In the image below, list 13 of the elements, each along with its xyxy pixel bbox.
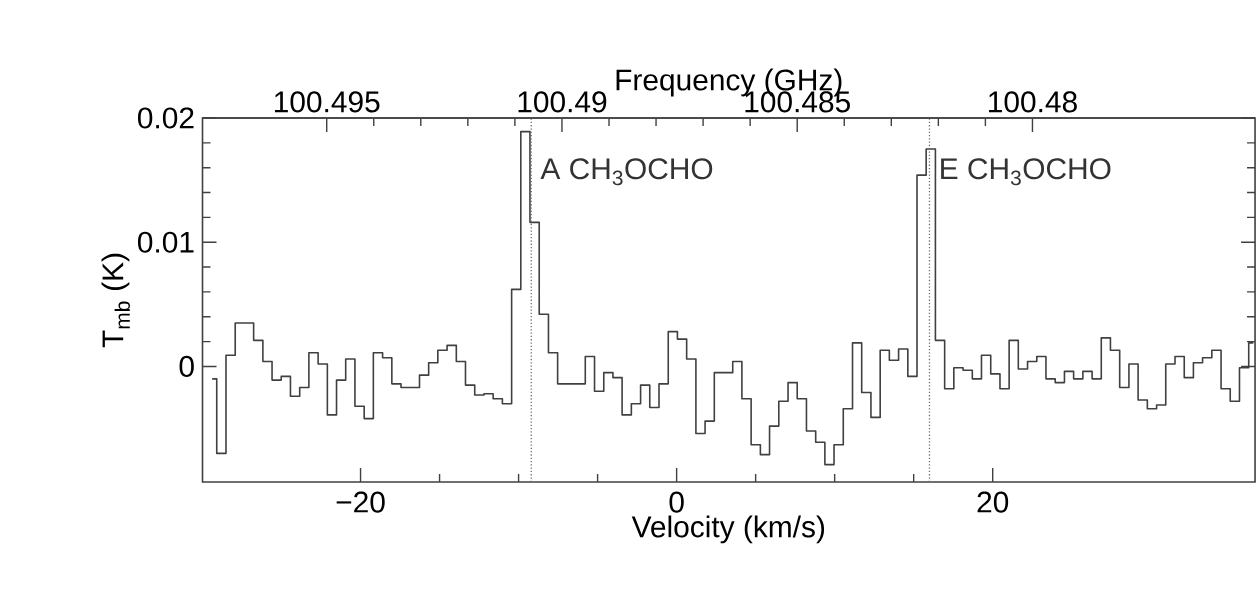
y-tick-label: 0.02 — [137, 107, 194, 129]
y-axis-title: T$_{mb}$ (K) — [101, 253, 130, 348]
ref-line-label: A CH$_{3}$OCHO — [540, 158, 713, 186]
ref-line-label: E CH$_{3}$OCHO — [941, 158, 1111, 186]
x2-tick-label: 100.48 — [989, 91, 1077, 113]
x-tick-label: 0 — [669, 491, 684, 513]
x-tick-label: 20 — [977, 491, 1009, 513]
x-axis-title: Velocity (km/s) — [631, 515, 825, 544]
x2-tick-label: 100.495 — [274, 91, 380, 113]
y-tick-label: 0.01 — [137, 231, 194, 253]
x-tick-label: −20 — [336, 491, 385, 513]
x2-tick-label: 100.49 — [518, 91, 607, 113]
y-tick-label: 0 — [179, 355, 194, 378]
